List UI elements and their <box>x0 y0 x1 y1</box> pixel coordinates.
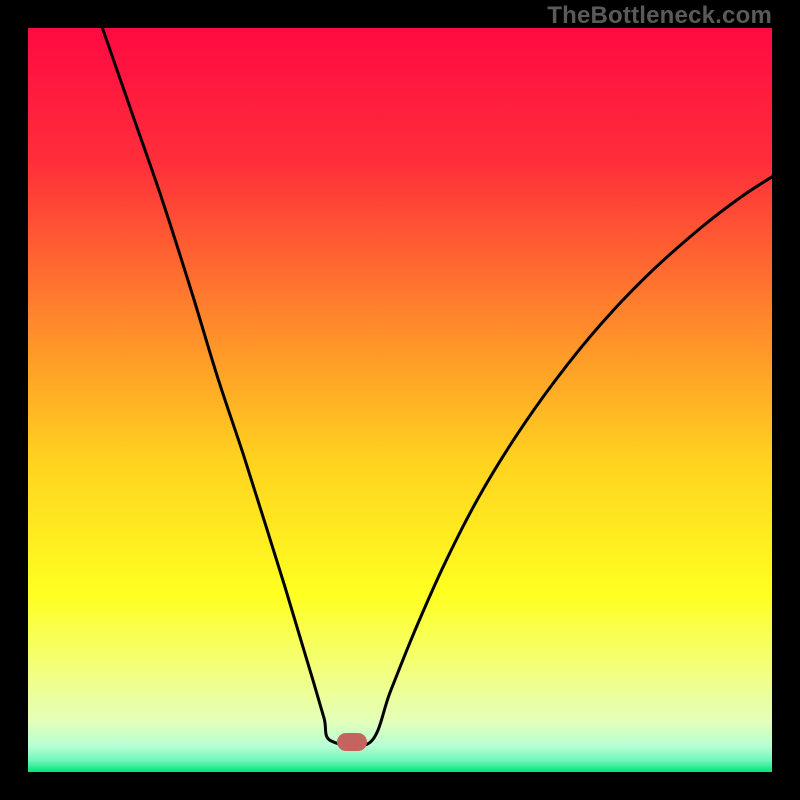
optimal-point-marker <box>337 733 367 751</box>
watermark-text: TheBottleneck.com <box>547 2 772 30</box>
plot-area <box>28 28 772 772</box>
gradient-background <box>28 28 772 772</box>
